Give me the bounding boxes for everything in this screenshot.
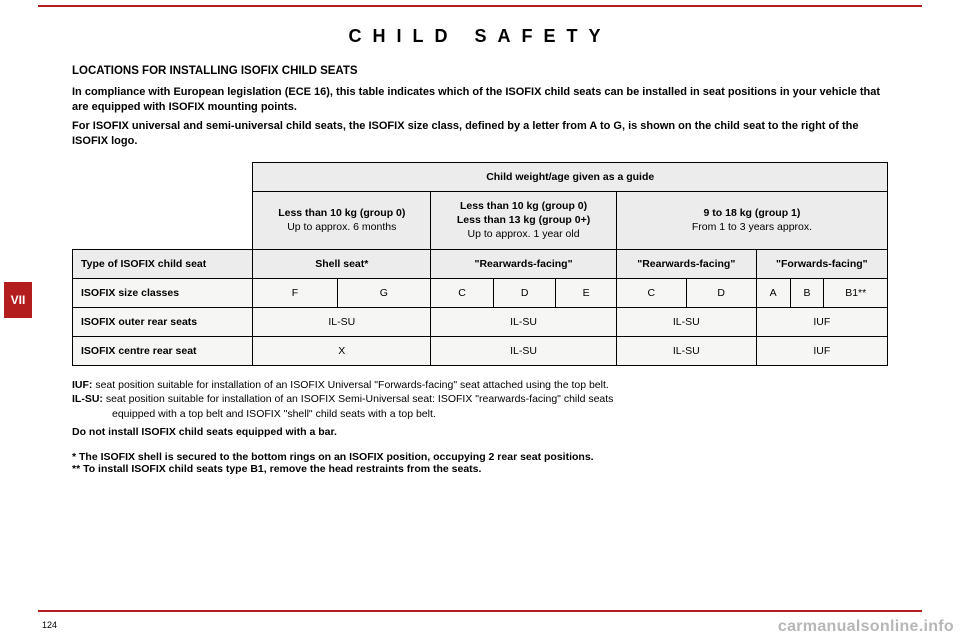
type-rear1: "Rearwards-facing" [431, 250, 617, 279]
col-b-head: Less than 10 kg (group 0) Less than 13 k… [431, 192, 617, 250]
col-a-head: Less than 10 kg (group 0) Up to approx. … [253, 192, 431, 250]
bottom-rule [38, 610, 922, 612]
col-c-sub: From 1 to 3 years approx. [692, 221, 812, 233]
table-row: ISOFIX size classes F G C D E C D A B B1… [73, 279, 888, 308]
footnotes: * The ISOFIX shell is secured to the bot… [72, 451, 888, 475]
col-b-title2: Less than 13 kg (group 0+) [457, 214, 590, 226]
size-B: B [790, 279, 824, 308]
size-G: G [337, 279, 431, 308]
iuf-key: IUF: [72, 379, 92, 391]
legend-block: IUF: seat position suitable for installa… [72, 378, 888, 439]
table-row: Child weight/age given as a guide [73, 163, 888, 192]
row-outer-label: ISOFIX outer rear seats [73, 308, 253, 337]
col-c-head: 9 to 18 kg (group 1) From 1 to 3 years a… [616, 192, 887, 250]
legend-nobar: Do not install ISOFIX child seats equipp… [72, 425, 888, 439]
size-D2: D [686, 279, 756, 308]
col-b-sub: Up to approx. 1 year old [468, 228, 580, 240]
top-rule [38, 5, 922, 7]
section-tab-text: VII [11, 293, 26, 307]
ilsu-cont: equipped with a top belt and ISOFIX "she… [112, 407, 888, 421]
size-E: E [556, 279, 616, 308]
iuf-body: seat position suitable for installation … [92, 379, 608, 391]
isofix-table: Child weight/age given as a guide Less t… [72, 162, 888, 366]
page-body: CHILD SAFETY LOCATIONS FOR INSTALLING IS… [38, 8, 922, 610]
guide-header: Child weight/age given as a guide [253, 163, 888, 192]
outer-3: IL-SU [616, 308, 756, 337]
size-A: A [756, 279, 790, 308]
col-c-title: 9 to 18 kg (group 1) [704, 207, 801, 219]
table-row: ISOFIX centre rear seat X IL-SU IL-SU IU… [73, 337, 888, 366]
col-a-title: Less than 10 kg (group 0) [278, 207, 405, 219]
legend-iuf: IUF: seat position suitable for installa… [72, 378, 888, 392]
footnote-1: * The ISOFIX shell is secured to the bot… [72, 451, 888, 463]
col-a-sub: Up to approx. 6 months [287, 221, 396, 233]
table-row: Type of ISOFIX child seat Shell seat* "R… [73, 250, 888, 279]
row-type-label: Type of ISOFIX child seat [73, 250, 253, 279]
page-number: 124 [42, 620, 57, 630]
centre-1: X [253, 337, 431, 366]
centre-4: IUF [756, 337, 887, 366]
col-b-title1: Less than 10 kg (group 0) [460, 200, 587, 212]
outer-4: IUF [756, 308, 887, 337]
ilsu-body: seat position suitable for installation … [103, 393, 614, 405]
type-shell: Shell seat* [253, 250, 431, 279]
type-fwd: "Forwards-facing" [756, 250, 887, 279]
size-F: F [253, 279, 337, 308]
centre-2: IL-SU [431, 337, 617, 366]
type-rear2: "Rearwards-facing" [616, 250, 756, 279]
row-centre-label: ISOFIX centre rear seat [73, 337, 253, 366]
outer-2: IL-SU [431, 308, 617, 337]
row-size-label: ISOFIX size classes [73, 279, 253, 308]
footnote-2: ** To install ISOFIX child seats type B1… [72, 463, 888, 475]
outer-1: IL-SU [253, 308, 431, 337]
intro-p1: In compliance with European legislation … [72, 85, 888, 115]
section-heading: LOCATIONS FOR INSTALLING ISOFIX CHILD SE… [72, 65, 888, 77]
watermark: carmanualsonline.info [778, 618, 954, 636]
ilsu-key: IL-SU: [72, 393, 103, 405]
size-B1: B1** [824, 279, 888, 308]
section-tab: VII [4, 282, 32, 318]
size-C1: C [431, 279, 494, 308]
page-title: CHILD SAFETY [72, 26, 888, 47]
legend-ilsu: IL-SU: seat position suitable for instal… [72, 392, 888, 406]
intro-p2: For ISOFIX universal and semi-universal … [72, 119, 888, 149]
centre-3: IL-SU [616, 337, 756, 366]
size-D1: D [493, 279, 556, 308]
size-C2: C [616, 279, 686, 308]
table-row: ISOFIX outer rear seats IL-SU IL-SU IL-S… [73, 308, 888, 337]
